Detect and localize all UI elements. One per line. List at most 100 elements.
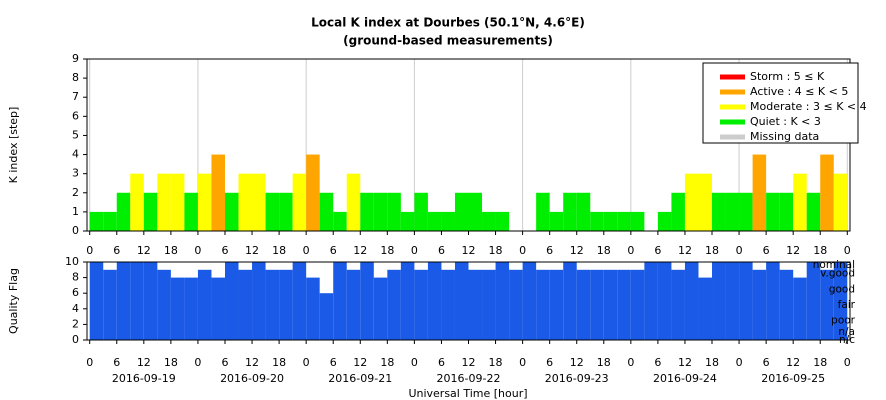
- bar: [482, 211, 496, 231]
- flag-label: n/c: [839, 334, 855, 346]
- x-tick-label: 12: [245, 356, 259, 369]
- x-tick-label: 6: [546, 244, 553, 257]
- x-tick-label: 12: [678, 244, 692, 257]
- x-tick-label: 0: [194, 356, 201, 369]
- bar: [563, 192, 577, 231]
- chart-title: Local K index at Dourbes (50.1°N, 4.6°E): [311, 16, 585, 30]
- x-tick-label: 18: [705, 356, 719, 369]
- bar: [238, 173, 253, 231]
- y-tick-label: 8: [72, 271, 79, 284]
- x-tick-label: 0: [627, 244, 634, 257]
- x-tick-label: 6: [330, 244, 337, 257]
- y-tick-label: 8: [72, 71, 79, 84]
- bar: [252, 173, 266, 231]
- x-tick-label: 6: [438, 244, 445, 257]
- date-label: 2016-09-25: [761, 372, 825, 385]
- bar: [441, 269, 455, 340]
- bar: [509, 269, 523, 340]
- x-tick-label: 0: [194, 244, 201, 257]
- x-tick-label: 6: [763, 244, 770, 257]
- bar: [360, 262, 374, 340]
- bar: [630, 211, 645, 231]
- bar: [793, 277, 807, 340]
- bar: [576, 269, 591, 340]
- x-tick-label: 18: [272, 244, 286, 257]
- bar: [400, 262, 415, 340]
- bar: [739, 262, 753, 340]
- bar: [414, 192, 428, 231]
- bar: [725, 262, 740, 340]
- x-tick-label: 18: [164, 356, 178, 369]
- date-label: 2016-09-21: [328, 372, 392, 385]
- legend-label: Storm : 5 ≤ K: [750, 70, 825, 83]
- bar: [766, 262, 780, 340]
- bar: [346, 269, 361, 340]
- x-tick-label: 6: [438, 356, 445, 369]
- x-tick-label: 0: [736, 356, 743, 369]
- y-tick-label: 0: [72, 224, 79, 237]
- bar: [387, 192, 401, 231]
- bar: [657, 211, 672, 231]
- bar: [603, 269, 618, 340]
- bar: [170, 277, 185, 340]
- legend-label: Moderate : 3 ≤ K < 4: [750, 100, 867, 113]
- bar: [184, 277, 198, 340]
- bar: [563, 262, 577, 340]
- bar: [549, 269, 564, 340]
- x-tick-label: 18: [380, 356, 394, 369]
- flag-label: v.good: [820, 268, 855, 280]
- x-tick-label: 0: [844, 356, 851, 369]
- x-tick-label: 6: [654, 356, 661, 369]
- x-tick-label: 6: [113, 244, 120, 257]
- bar: [779, 192, 794, 231]
- flag-label: n/a: [838, 326, 855, 338]
- bar: [333, 211, 347, 231]
- date-label: 2016-09-19: [112, 372, 176, 385]
- x-tick-label: 0: [627, 356, 634, 369]
- bar: [684, 262, 699, 340]
- bar: [89, 262, 104, 340]
- bar: [712, 262, 726, 340]
- x-tick-label: 18: [489, 244, 503, 257]
- y-tick-label: 10: [65, 255, 79, 268]
- bar: [617, 211, 631, 231]
- x-tick-label: 6: [330, 356, 337, 369]
- x-tick-label: 18: [813, 356, 827, 369]
- x-tick-label: 12: [137, 244, 151, 257]
- x-tick-label: 12: [353, 356, 367, 369]
- x-tick-label: 12: [570, 356, 584, 369]
- bar: [698, 173, 713, 231]
- bar: [590, 211, 604, 231]
- bar: [116, 262, 131, 340]
- y-tick-label: 6: [72, 286, 79, 299]
- x-tick-label: 12: [137, 356, 151, 369]
- x-tick-label: 18: [489, 356, 503, 369]
- bar: [522, 262, 537, 340]
- legend: Storm : 5 ≤ K Active : 4 ≤ K < 5 Moderate …: [702, 62, 867, 144]
- legend-label: Missing data: [750, 130, 819, 143]
- bar: [766, 192, 780, 231]
- bar: [197, 269, 212, 340]
- x-tick-label: 18: [813, 244, 827, 257]
- bar: [536, 269, 550, 340]
- bar: [360, 192, 374, 231]
- y-tick-label: 5: [72, 128, 79, 141]
- bar: [224, 262, 239, 340]
- bar: [671, 269, 685, 340]
- x-tick-label: 0: [844, 244, 851, 257]
- x-tick-label: 0: [736, 244, 743, 257]
- x-tick-label: 0: [303, 356, 310, 369]
- x-tick-label: 6: [546, 356, 553, 369]
- bar: [103, 211, 117, 231]
- bar: [103, 269, 117, 340]
- bar: [157, 269, 171, 340]
- bar: [130, 262, 144, 340]
- bar: [143, 262, 158, 340]
- bar: [211, 277, 225, 340]
- bar: [319, 293, 334, 340]
- bar: [279, 192, 293, 231]
- x-tick-label: 12: [462, 244, 476, 257]
- bar: [414, 269, 428, 340]
- x-tick-label: 6: [654, 244, 661, 257]
- bar: [89, 211, 104, 231]
